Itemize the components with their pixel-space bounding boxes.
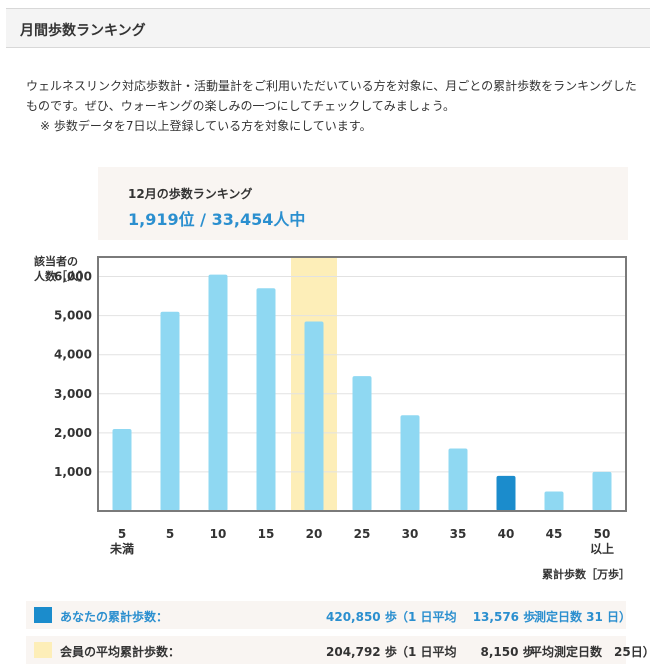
x-tick-label: 35 [450, 527, 467, 541]
legend-average-steps: 204,792 歩 [326, 645, 397, 659]
y-tick-label: 2,000 [54, 426, 92, 440]
chart-ylabel-line1: 該当者の [34, 255, 78, 268]
bar [544, 491, 564, 511]
bar [112, 428, 132, 511]
bar [208, 274, 228, 511]
legend-user-daily: （1 日平均 13,576 歩 [396, 610, 536, 624]
legend-average: 会員の平均累計歩数： 204,792 歩 （1 日平均 8,150 歩 平均測定… [26, 636, 652, 664]
bar [400, 415, 420, 511]
x-tick-label: 10 [210, 527, 227, 541]
legend-user: あなたの累計歩数： 420,850 歩 （1 日平均 13,576 歩 測定日数… [26, 601, 631, 629]
x-tick-label: 40 [498, 527, 515, 541]
chart-ylabel: 該当者の 人数［人］ [34, 254, 89, 284]
bar [256, 288, 276, 511]
bar [160, 311, 180, 511]
legend-average-daily: （1 日平均 8,150 歩 [396, 645, 535, 659]
intro-text: ウェルネスリンク対応歩数計・活動量計をご利用いただいている方を対象に、月ごとの累… [26, 79, 637, 113]
legend-average-label: 会員の平均累計歩数： [60, 645, 181, 659]
bar [448, 448, 468, 511]
ranking-month-label: 12月の歩数ランキング [128, 187, 253, 201]
intro-note: ※ 歩数データを7日以上登録している方を対象にしています。 [40, 119, 372, 133]
y-tick-label: 4,000 [54, 348, 92, 362]
ranking-summary: 12月の歩数ランキング 1,919位 / 33,454人中 [98, 167, 628, 240]
x-tick-label: 50 [594, 527, 611, 541]
y-tick-label: 6,000 [54, 270, 92, 284]
legend-average-swatch [34, 642, 52, 658]
legend-user-days: 測定日数 31 日） [534, 610, 632, 624]
y-tick-label: 3,000 [54, 387, 92, 401]
chart-ylabel-line2: 人数［人］ [34, 270, 89, 283]
legend-user-label: あなたの累計歩数： [60, 610, 169, 624]
x-tick-label: 15 [258, 527, 275, 541]
x-tick-label: 45 [546, 527, 563, 541]
ranking-position: 1,919位 / 33,454人中 [128, 210, 306, 229]
legend-user-steps: 420,850 歩 [326, 610, 397, 624]
x-tick-label: 5 [166, 527, 174, 541]
x-tick-label: 以上 [590, 541, 614, 556]
legend-average-days: 平均測定日数 25日） [530, 645, 652, 659]
bar [352, 376, 372, 511]
bar [592, 471, 612, 511]
x-tick-label: 未満 [109, 541, 134, 556]
x-tick-label: 25 [354, 527, 371, 541]
x-tick-label: 5 [118, 527, 126, 541]
bar [496, 475, 516, 511]
y-tick-label: 1,000 [54, 465, 92, 479]
plot-frame [97, 256, 627, 512]
legend-user-swatch [34, 607, 52, 623]
header-bar: 月間歩数ランキング [6, 8, 650, 48]
x-tick-label: 30 [402, 527, 419, 541]
x-tick-label: 20 [306, 527, 323, 541]
page-title: 月間歩数ランキング [20, 23, 146, 39]
y-tick-label: 5,000 [54, 309, 92, 323]
chart-xlabel: 累計歩数［万歩］ [542, 568, 630, 581]
bar [304, 321, 324, 511]
